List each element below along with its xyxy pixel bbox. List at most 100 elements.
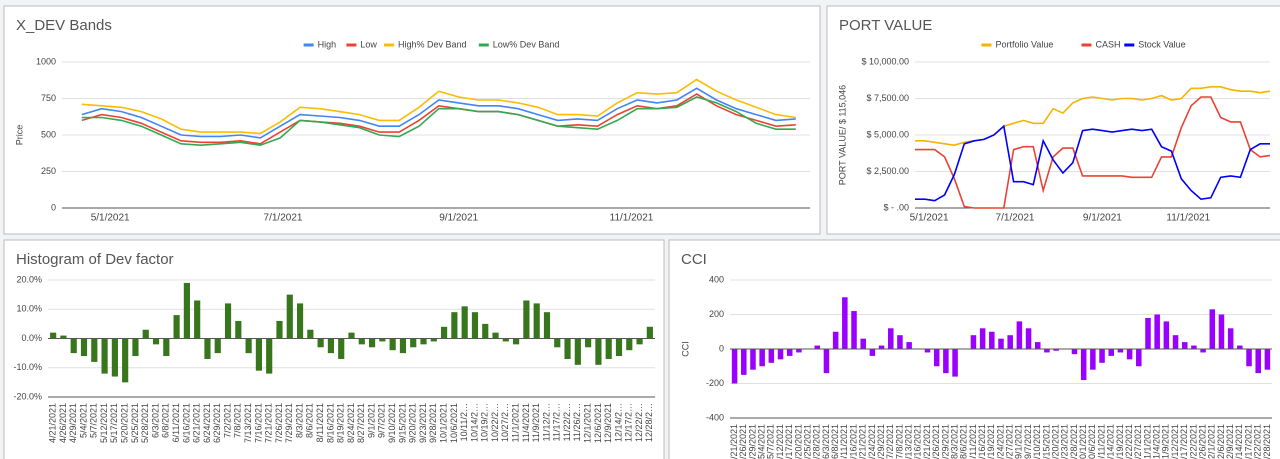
x-tick-label: 10/1/2021 <box>438 403 448 443</box>
bar <box>933 349 940 367</box>
bar <box>50 332 57 339</box>
bar <box>80 338 88 357</box>
x-tick-label: 4/26/2021 <box>738 424 748 459</box>
bar <box>1016 321 1023 349</box>
x-tick-label: 9/7/2021 <box>377 403 387 438</box>
bar <box>348 332 355 339</box>
x-tick-label: 5/1/2021 <box>910 213 949 224</box>
bar <box>461 306 468 339</box>
y-tick-label: 250 <box>41 166 56 176</box>
x-tick-label: 6/16/2021 <box>181 403 191 443</box>
bar <box>878 345 885 349</box>
bar <box>1099 349 1105 363</box>
panel <box>826 5 1280 235</box>
y-tick-label: $ 7,500.00 <box>866 93 909 103</box>
legend-label: Portfolio Value <box>996 39 1054 49</box>
y-tick-label: 200 <box>709 309 724 319</box>
x-tick-label: 11/26/2… <box>572 403 582 441</box>
bar <box>970 335 977 349</box>
bar <box>897 335 903 349</box>
x-tick-label: 7/21/2021 <box>264 403 274 443</box>
x-tick-label: 11/17/2… <box>552 403 562 441</box>
bar <box>523 300 530 339</box>
chart-title: CCI <box>681 251 707 268</box>
x-tick-label: 8/16/2021 <box>325 403 335 443</box>
bar <box>60 335 67 339</box>
bar <box>1080 349 1087 381</box>
x-tick-label: 6/16/2021 <box>848 424 858 459</box>
x-tick-label: 10/6/2021 <box>1087 424 1097 459</box>
bar <box>636 338 643 345</box>
x-tick-label: 4/21/2021 <box>729 424 739 459</box>
bar <box>1034 342 1041 349</box>
bar <box>286 294 293 339</box>
y-tick-label: 500 <box>41 129 56 139</box>
bar <box>1136 349 1142 367</box>
x-tick-label: 12/22/2021 <box>1253 424 1263 459</box>
x-tick-label: 5/17/2021 <box>784 424 794 459</box>
bar <box>952 349 958 377</box>
x-tick-label: 12/17/2… <box>624 403 634 442</box>
bar <box>1237 345 1243 349</box>
x-tick-label: 9/28/2021 <box>428 403 438 443</box>
bar <box>471 312 479 339</box>
x-tick-label: 12/28/2… <box>644 403 654 442</box>
bar <box>296 303 304 339</box>
x-tick-label: 6/11/2021 <box>171 403 181 442</box>
bar <box>564 338 571 359</box>
bar <box>1025 328 1032 349</box>
x-tick-label: 10/6/2021 <box>449 403 459 443</box>
x-tick-label: 7/29/2021 <box>940 424 950 459</box>
x-tick-label: 9/20/2021 <box>1050 424 1060 459</box>
x-tick-label: 5/25/2021 <box>802 424 812 459</box>
bar <box>183 282 190 339</box>
bar <box>1154 314 1160 349</box>
x-tick-label: 11/4/2021 <box>1152 424 1162 459</box>
x-tick-label: 6/29/2021 <box>876 424 886 459</box>
y-tick-label: -10.0% <box>13 362 42 372</box>
x-tick-label: 5/7/2021 <box>89 403 99 438</box>
x-tick-label: 7/21/2021 <box>922 424 932 459</box>
bar <box>101 338 108 374</box>
x-tick-label: 5/1/2021 <box>91 213 130 224</box>
x-tick-label: 11/17/2021 <box>1179 424 1189 459</box>
bar <box>1071 349 1078 355</box>
x-tick-label: 10/19/2021 <box>1115 424 1125 459</box>
x-tick-label: 9/15/2021 <box>397 403 407 443</box>
y-tick-label: $ 2,500.00 <box>866 166 909 176</box>
x-tick-label: 12/1/2021 <box>1207 424 1217 459</box>
x-tick-label: 9/23/2021 <box>418 403 428 443</box>
bar <box>574 338 581 365</box>
bar <box>327 338 335 354</box>
x-tick-label: 6/8/2021 <box>161 403 171 438</box>
bar <box>410 338 417 348</box>
x-tick-label: 7/26/2021 <box>931 424 941 459</box>
bar <box>979 328 986 349</box>
bar <box>513 338 520 345</box>
x-tick-label: 9/23/2021 <box>1060 424 1070 459</box>
bar <box>1007 335 1013 349</box>
x-tick-label: 7/13/2021 <box>243 403 253 443</box>
x-tick-label: 10/1/2021 <box>1078 424 1088 459</box>
y-tick-label: 400 <box>709 274 724 284</box>
x-tick-label: 7/16/2021 <box>913 424 923 459</box>
bar <box>888 328 894 349</box>
bar <box>814 345 821 349</box>
x-tick-label: 10/11/2021 <box>1096 424 1106 459</box>
bar <box>1044 349 1050 353</box>
bar <box>389 338 396 351</box>
y-tick-label: -400 <box>706 412 724 422</box>
bar <box>430 338 437 342</box>
x-tick-label: 5/28/2021 <box>812 424 822 459</box>
bar <box>823 349 830 374</box>
legend-label: High% Dev Band <box>398 39 467 49</box>
line-series <box>81 93 796 145</box>
y-tick-label: 0 <box>51 202 56 212</box>
x-tick-label: 8/11/2021 <box>968 424 978 459</box>
y-tick-label: 1000 <box>36 56 56 66</box>
bar <box>786 349 793 356</box>
bar <box>255 338 262 371</box>
y-tick-label: 20.0% <box>16 274 42 284</box>
bar <box>451 312 458 339</box>
